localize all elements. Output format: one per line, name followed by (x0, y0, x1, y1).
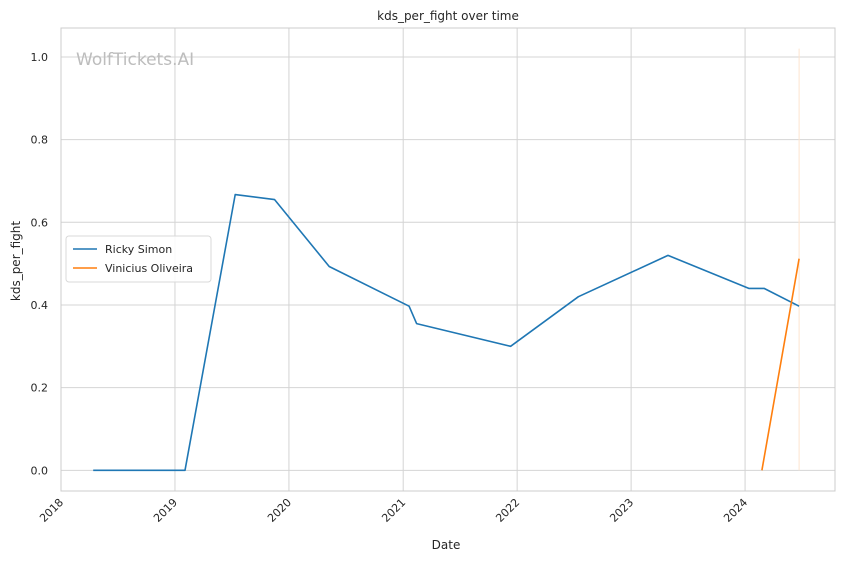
y-tick-label: 0.8 (31, 134, 49, 147)
y-tick-label: 0.2 (31, 382, 49, 395)
chart-title: kds_per_fight over time (377, 9, 519, 23)
x-tick-label: 2023 (607, 496, 636, 525)
y-tick-label: 1.0 (31, 51, 49, 64)
legend-label-ricky-simon: Ricky Simon (105, 243, 172, 256)
x-axis-label: Date (432, 538, 461, 552)
series-line-ricky-simon (93, 193, 800, 472)
y-tick-label: 0.4 (31, 299, 49, 312)
x-tick-label: 2021 (379, 496, 408, 525)
y-tick-label: 0.0 (31, 464, 49, 477)
y-axis: 0.0 0.2 0.4 0.6 0.8 1.0 (31, 51, 49, 477)
y-tick-label: 0.6 (31, 216, 49, 229)
plot-frame (60, 27, 836, 492)
series-line-vinicius-oliveira (761, 258, 800, 471)
x-tick-label: 2022 (493, 496, 522, 525)
legend-box (65, 235, 212, 283)
x-tick-label: 2018 (37, 496, 66, 525)
x-tick-label: 2024 (721, 496, 750, 525)
watermark: WolfTickets.AI (76, 50, 194, 70)
series-layer (93, 48, 800, 472)
y-axis-label: kds_per_fight (9, 221, 23, 302)
x-axis: 2018 2019 2020 2021 2022 2023 2024 (37, 496, 750, 525)
legend: Ricky Simon Vinicius Oliveira (65, 235, 212, 283)
legend-label-vinicius-oliveira: Vinicius Oliveira (105, 262, 193, 275)
x-tick-label: 2020 (265, 496, 294, 525)
x-tick-label: 2019 (151, 496, 180, 525)
